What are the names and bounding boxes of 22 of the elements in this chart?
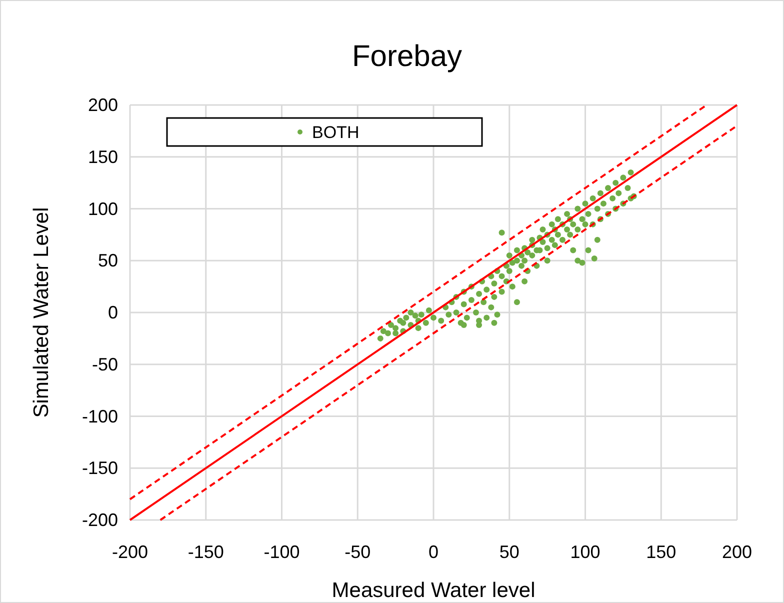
x-tick-label: 50 xyxy=(499,542,520,562)
y-tick-label: -200 xyxy=(82,510,118,530)
legend-label: BOTH xyxy=(312,123,360,142)
y-tick-label: -150 xyxy=(82,458,118,478)
x-axis-title: Measured Water level xyxy=(332,579,536,602)
y-tick-label: -50 xyxy=(92,354,118,374)
x-tick-label: -100 xyxy=(264,542,300,562)
x-tick-label: -150 xyxy=(188,542,224,562)
y-tick-label: 150 xyxy=(88,146,118,167)
x-tick-label: 100 xyxy=(570,542,600,562)
chart-title: Forebay xyxy=(352,40,462,73)
y-tick-label: 0 xyxy=(108,302,118,322)
y-tick-label: 100 xyxy=(88,198,118,219)
y-tick-label: 200 xyxy=(88,95,118,115)
x-tick-label: 0 xyxy=(428,542,439,562)
y-axis-title: Simulated Water Level xyxy=(30,207,53,418)
x-tick-label: 200 xyxy=(722,542,752,562)
x-tick-label: -50 xyxy=(344,542,371,562)
x-tick-label: -200 xyxy=(112,542,148,562)
x-tick-label: 150 xyxy=(646,542,676,562)
y-tick-label: -100 xyxy=(82,406,118,426)
y-tick-label: 50 xyxy=(98,250,118,271)
